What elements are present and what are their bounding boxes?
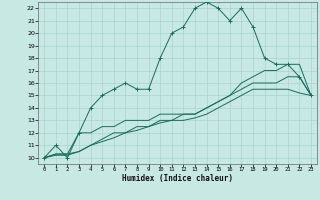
X-axis label: Humidex (Indice chaleur): Humidex (Indice chaleur) — [122, 174, 233, 183]
